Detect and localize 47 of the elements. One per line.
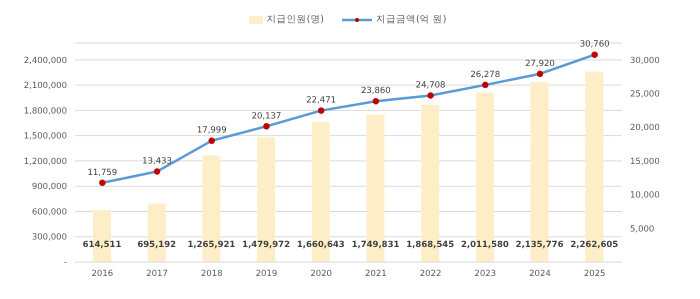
legend-label: 지급인원(명) (266, 13, 324, 26)
data-label: 1,749,831 (352, 240, 400, 250)
y2-tick-label: 15,000 (630, 156, 660, 167)
data-label: 30,760 (580, 40, 610, 50)
data-label: 1,868,545 (406, 240, 454, 250)
data-label: 2,262,605 (570, 240, 618, 250)
data-label: 27,920 (525, 58, 555, 69)
data-label: 11,759 (87, 168, 118, 178)
y-tick-label: 2,100,000 (24, 81, 67, 92)
y2-tick-label: 10,000 (630, 190, 660, 201)
data-label: 695,192 (137, 240, 176, 250)
data-label: 614,511 (82, 240, 122, 250)
y-tick-label: 1,200,000 (24, 156, 67, 167)
y-tick-label: 1,500,000 (24, 132, 67, 142)
data-label: 1,660,643 (296, 240, 345, 250)
legend-label: 지급금액(억 원) (376, 13, 446, 26)
x-tick-label: 2020 (310, 269, 332, 280)
data-label: 17,999 (196, 126, 227, 136)
data-label: 1,265,921 (187, 240, 236, 250)
data-label: 2,135,776 (516, 240, 564, 250)
x-tick-label: 2024 (529, 269, 551, 280)
data-label: 24,708 (416, 80, 446, 91)
y2-tick-label: 30,000 (630, 56, 660, 66)
x-tick-label: 2016 (92, 269, 114, 280)
y-tick-label: 2,400,000 (24, 56, 67, 66)
y-tick-label: - (64, 258, 67, 268)
data-label: 26,278 (470, 70, 500, 80)
x-tick-label: 2018 (200, 269, 223, 280)
y-tick-label: 300,000 (32, 232, 67, 243)
y-tick-label: 600,000 (32, 207, 67, 218)
x-tick-label: 2021 (365, 269, 387, 280)
y2-tick-label: 5,000 (630, 224, 654, 234)
data-label: 1,479,972 (242, 240, 290, 250)
x-tick-label: 2023 (474, 269, 496, 280)
x-tick-label: 2017 (146, 269, 168, 280)
data-label: 23,860 (360, 86, 391, 96)
data-label: 22,471 (306, 96, 336, 106)
data-label: 20,137 (252, 111, 282, 122)
data-label: 2,011,580 (460, 240, 509, 250)
x-tick-label: 2025 (584, 269, 606, 280)
data-label: 13,433 (142, 156, 172, 166)
y2-tick-label: 25,000 (630, 90, 660, 100)
y-tick-label: 1,800,000 (24, 106, 67, 116)
y2-tick-label: 20,000 (630, 123, 660, 134)
x-tick-label: 2022 (420, 269, 442, 280)
x-tick-label: 2019 (256, 269, 278, 280)
y-tick-label: 900,000 (32, 182, 67, 192)
